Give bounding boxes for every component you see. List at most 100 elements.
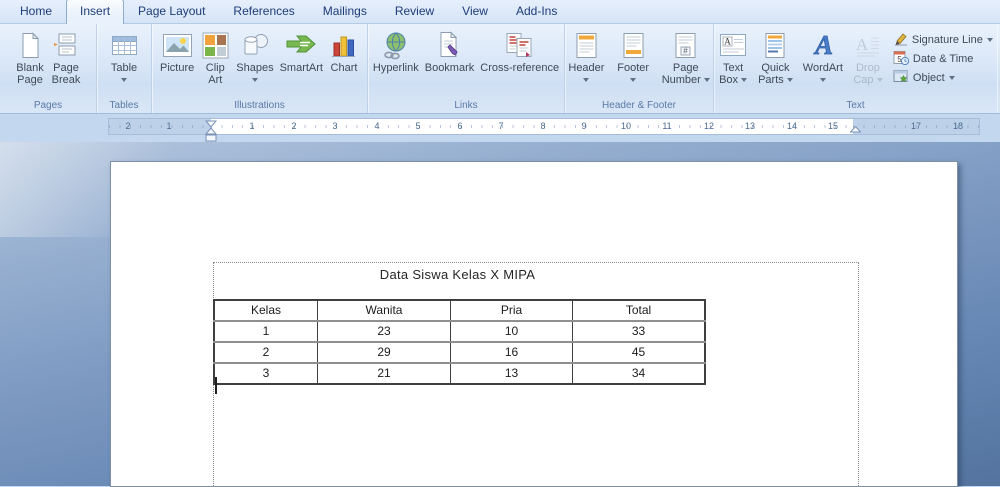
signature-line-button[interactable]: Signature Line [890,32,996,48]
dropdown-arrow-icon [121,78,127,82]
bookmark-icon [437,28,463,62]
group-tables: Table Tables [97,24,152,113]
cell[interactable]: 21 [317,362,451,384]
header-cell-total[interactable]: Total [572,300,705,321]
signature-line-icon [893,31,908,49]
date-time-icon: 5 [893,50,910,68]
tab-home[interactable]: Home [20,4,53,18]
hyperlink-icon [380,28,411,62]
shapes-button[interactable]: Shapes [233,26,276,88]
cell[interactable]: 2 [213,341,318,363]
svg-text:5: 5 [897,55,902,64]
tab-insert[interactable]: Insert [66,0,125,24]
header-cell-pria[interactable]: Pria [450,300,573,321]
dropdown-arrow-icon [583,78,590,82]
cell[interactable]: 13 [450,362,573,384]
page-number-button[interactable]: # Page Number [660,26,712,88]
smartart-button[interactable]: SmartArt [277,26,326,76]
object-icon [893,69,909,87]
dropdown-arrow-icon [986,38,993,42]
shapes-icon [239,28,270,62]
group-illustrations: Picture Clip Art Shapes SmartArt [152,24,368,113]
header-icon [575,28,598,62]
header-cell-wanita[interactable]: Wanita [317,300,451,321]
dropdown-arrow-icon [703,78,710,82]
group-text: A Text Box Quick Parts A WordArt A Drop … [714,24,997,113]
chart-button[interactable]: Chart [326,26,362,76]
text-box-button[interactable]: A Text Box [715,26,751,88]
picture-button[interactable]: Picture [157,26,197,76]
cell[interactable]: 10 [450,320,573,342]
table-button[interactable]: Table [106,26,142,88]
group-label-header-footer: Header & Footer [602,100,676,111]
ruler-strip: 2 1 1 2 3 4 5 6 7 8 9 10 11 12 13 14 15 … [0,114,1000,142]
text-group-small-buttons: Signature Line 5 Date & Time Object [890,32,996,86]
svg-text:#: # [684,46,689,55]
cell[interactable]: 3 [213,362,318,384]
dropdown-arrow-icon [741,78,748,82]
drop-cap-icon: A [854,28,881,62]
ruler-text-area [211,119,853,134]
dropdown-arrow-icon [786,78,793,82]
footer-button[interactable]: Footer [615,26,652,88]
svg-text:A: A [813,31,833,59]
cell[interactable]: 34 [572,362,705,384]
cell[interactable]: 16 [450,341,573,363]
document-title[interactable]: Data Siswa Kelas X MIPA [379,267,536,282]
table-row: 3 21 13 34 [213,362,705,384]
blank-page-button[interactable]: Blank Page [12,26,48,88]
document-page[interactable]: Data Siswa Kelas X MIPA Kelas Wanita Pri… [110,161,958,487]
text-box-icon: A [719,28,747,62]
tab-view[interactable]: View [462,4,488,18]
text-cursor [215,377,217,394]
dropdown-arrow-icon [630,78,637,82]
bookmark-button[interactable]: Bookmark [422,26,478,76]
svg-text:A: A [724,37,731,47]
quick-parts-button[interactable]: Quick Parts [755,26,796,88]
clip-art-button[interactable]: Clip Art [197,26,233,88]
page-break-button[interactable]: Page Break [48,26,84,88]
drawing-frame[interactable]: Data Siswa Kelas X MIPA Kelas Wanita Pri… [213,262,859,486]
group-label-links: Links [454,100,478,111]
chart-icon [330,28,357,62]
object-button[interactable]: Object [890,70,958,86]
right-indent-marker-icon[interactable] [850,126,861,133]
wordart-button[interactable]: A WordArt [800,26,846,88]
drop-cap-button[interactable]: A Drop Cap [850,26,886,88]
ribbon-insert: Blank Page Page Break Pages Table Tables [0,24,1000,114]
cross-reference-icon [505,28,534,62]
group-label-tables: Tables [109,100,139,111]
cross-reference-button[interactable]: Cross-reference [477,26,562,76]
table-row: 2 29 16 45 [213,341,705,363]
group-label-pages: Pages [33,100,63,111]
document-canvas[interactable]: Data Siswa Kelas X MIPA Kelas Wanita Pri… [0,142,1000,487]
dropdown-arrow-icon [251,78,258,82]
tab-add-ins[interactable]: Add-Ins [515,4,558,18]
wordart-icon: A [808,28,838,62]
table-header-row: Kelas Wanita Pria Total [213,300,705,321]
page-break-icon [53,28,79,62]
ruler-left-margin [109,119,211,134]
date-time-button[interactable]: 5 Date & Time [890,51,977,67]
group-header-footer: Header Footer # Page Number Header & Foo… [565,24,714,113]
data-table[interactable]: Kelas Wanita Pria Total 1 23 10 33 2 29 … [213,299,706,385]
first-line-indent-marker-icon[interactable] [205,120,218,142]
tab-review[interactable]: Review [394,4,435,18]
group-label-text: Text [846,100,865,111]
tab-references[interactable]: References [233,4,295,18]
header-cell-kelas[interactable]: Kelas [213,300,318,321]
cell[interactable]: 23 [317,320,451,342]
header-button[interactable]: Header [566,26,607,88]
table-icon [111,28,138,62]
svg-text:A: A [856,35,869,54]
page-number-icon: # [674,28,697,62]
cell[interactable]: 1 [213,320,318,342]
group-pages: Blank Page Page Break Pages [0,24,97,113]
dropdown-arrow-icon [819,78,826,82]
cell[interactable]: 45 [572,341,705,363]
cell[interactable]: 29 [317,341,451,363]
hyperlink-button[interactable]: Hyperlink [370,26,422,76]
tab-page-layout[interactable]: Page Layout [138,4,206,18]
cell[interactable]: 33 [572,320,705,342]
tab-mailings[interactable]: Mailings [322,4,367,18]
